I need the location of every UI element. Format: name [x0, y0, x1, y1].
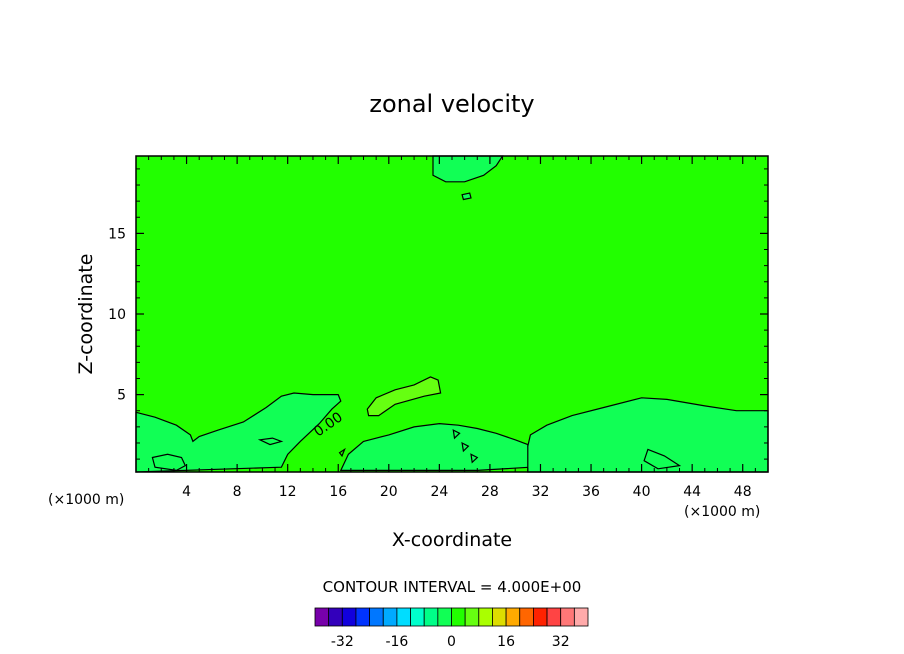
y-axis-label: Z-coordinate: [75, 254, 97, 375]
colorbar-tick-label: 32: [552, 634, 570, 650]
contour-line-small-left: [151, 453, 187, 472]
y-axis-ticks: 5 10 15: [108, 168, 768, 460]
x-tick-label: 28: [481, 484, 499, 500]
contour-line-small-right: [643, 448, 682, 470]
colorbar-swatch: [560, 607, 575, 627]
x-tick-label: 48: [734, 484, 752, 500]
x-tick-label: 20: [380, 484, 398, 500]
colorbar-swatch: [369, 607, 384, 627]
contour-region-left-lower: [135, 392, 342, 473]
contour-lines: [151, 429, 682, 472]
colorbar-swatch: [492, 607, 507, 627]
colorbar-swatch: [410, 607, 425, 627]
contour-line-small-mid: [257, 437, 284, 446]
x-tick-label: 16: [329, 484, 347, 500]
colorbar-swatch: [464, 607, 480, 627]
x-tick-label: 44: [683, 484, 701, 500]
colorbar-tick-label: 16: [497, 634, 515, 650]
colorbar-tick-label: -16: [385, 634, 408, 650]
x-tick-label: 8: [233, 484, 242, 500]
colorbar-swatch: [546, 607, 562, 627]
colorbar-swatch: [437, 607, 452, 627]
contour-line-circle-a: [338, 447, 346, 458]
x-tick-label: 36: [582, 484, 600, 500]
contour-regions: [135, 155, 769, 473]
x-unit-right: (×1000 m): [684, 504, 760, 520]
contour-region-upper-blob: [461, 192, 472, 201]
y-tick-label: 5: [117, 388, 126, 404]
colorbar-swatch: [533, 607, 548, 627]
colorbar-swatch: [478, 607, 493, 627]
contour-interval-text: CONTOUR INTERVAL = 4.000E+00: [323, 578, 582, 596]
colorbar-swatch: [396, 607, 411, 627]
x-tick-label: 32: [532, 484, 550, 500]
colorbar-swatch: [341, 607, 357, 627]
colorbar-swatch: [423, 607, 439, 627]
colorbar-swatch: [355, 607, 371, 627]
contour-line-circle-d: [470, 453, 479, 464]
colorbar-swatch: [505, 607, 521, 627]
colorbar-tick-label: -32: [331, 634, 354, 650]
y-tick-label: 10: [108, 307, 126, 323]
x-axis-ticks: 4 8 12 16 20 24 28 32 36 40 44 48: [148, 156, 756, 500]
colorbar-swatch: [382, 607, 398, 627]
chart-title: zonal velocity: [369, 90, 534, 118]
x-tick-label: 4: [182, 484, 191, 500]
x-tick-label: 24: [430, 484, 448, 500]
colorbar-swatch: [328, 607, 343, 627]
contour-line-circle-b: [452, 429, 461, 440]
x-unit-left: (×1000 m): [48, 492, 124, 508]
colorbar-labels: -32 -16 0 16 32: [331, 634, 570, 650]
contour-region-positive-cell: [366, 376, 442, 417]
x-tick-label: 40: [633, 484, 651, 500]
colorbar-swatch: [451, 607, 466, 627]
colorbar-tick-label: 0: [447, 634, 456, 650]
colorbar: [314, 607, 589, 627]
colorbar-swatch: [314, 607, 330, 627]
colorbar-swatch: [573, 607, 589, 627]
contour-line-circle-c: [461, 441, 470, 453]
contour-region-mid-lower: [339, 422, 532, 471]
colorbar-swatch: [519, 607, 534, 627]
contour-region-upper-lobe: [432, 155, 504, 183]
x-tick-label: 12: [279, 484, 297, 500]
x-axis-label: X-coordinate: [392, 529, 512, 551]
y-tick-label: 15: [108, 226, 126, 242]
